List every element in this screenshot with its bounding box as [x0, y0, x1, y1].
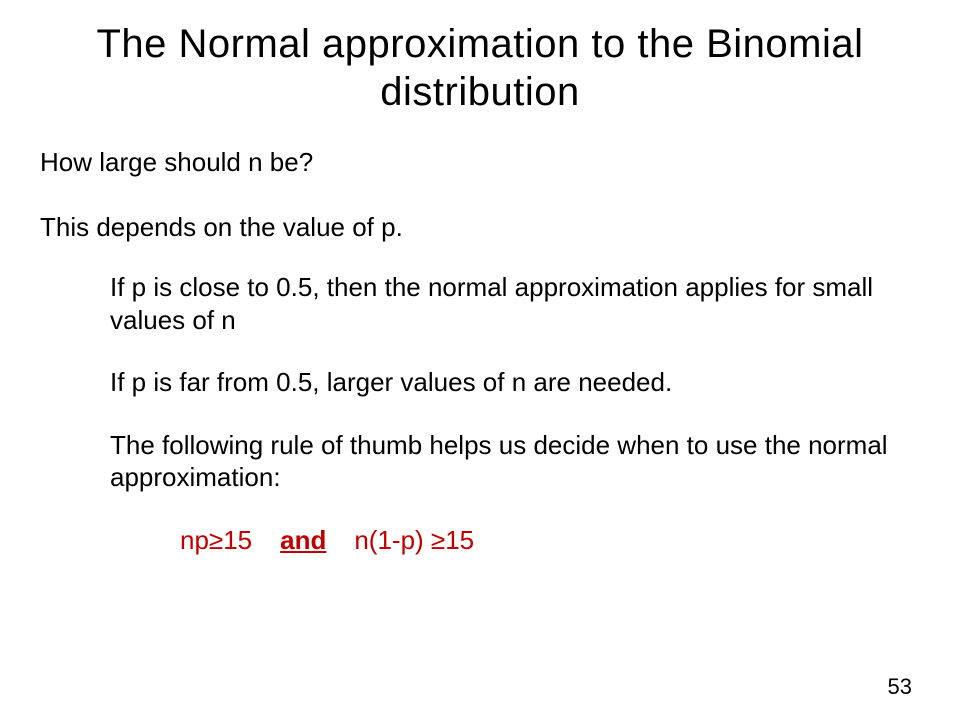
- rule-of-thumb: np≥15 and n(1-p) ≥15: [180, 524, 920, 557]
- question-line-2: This depends on the value of p.: [40, 211, 920, 244]
- slide-title: The Normal approximation to the Binomial…: [40, 20, 920, 116]
- bullet-2: If p is far from 0.5, larger values of n…: [110, 366, 920, 399]
- question-line-1: How large should n be?: [40, 146, 920, 179]
- page-number: 53: [888, 674, 912, 700]
- rule-and: and: [280, 525, 326, 555]
- slide-body: How large should n be? This depends on t…: [40, 146, 920, 556]
- bullet-3: The following rule of thumb helps us dec…: [110, 429, 920, 494]
- rule-right: n(1-p) ≥15: [354, 525, 474, 555]
- bullet-1: If p is close to 0.5, then the normal ap…: [110, 271, 920, 336]
- slide-container: The Normal approximation to the Binomial…: [0, 0, 960, 720]
- rule-left: np≥15: [180, 525, 252, 555]
